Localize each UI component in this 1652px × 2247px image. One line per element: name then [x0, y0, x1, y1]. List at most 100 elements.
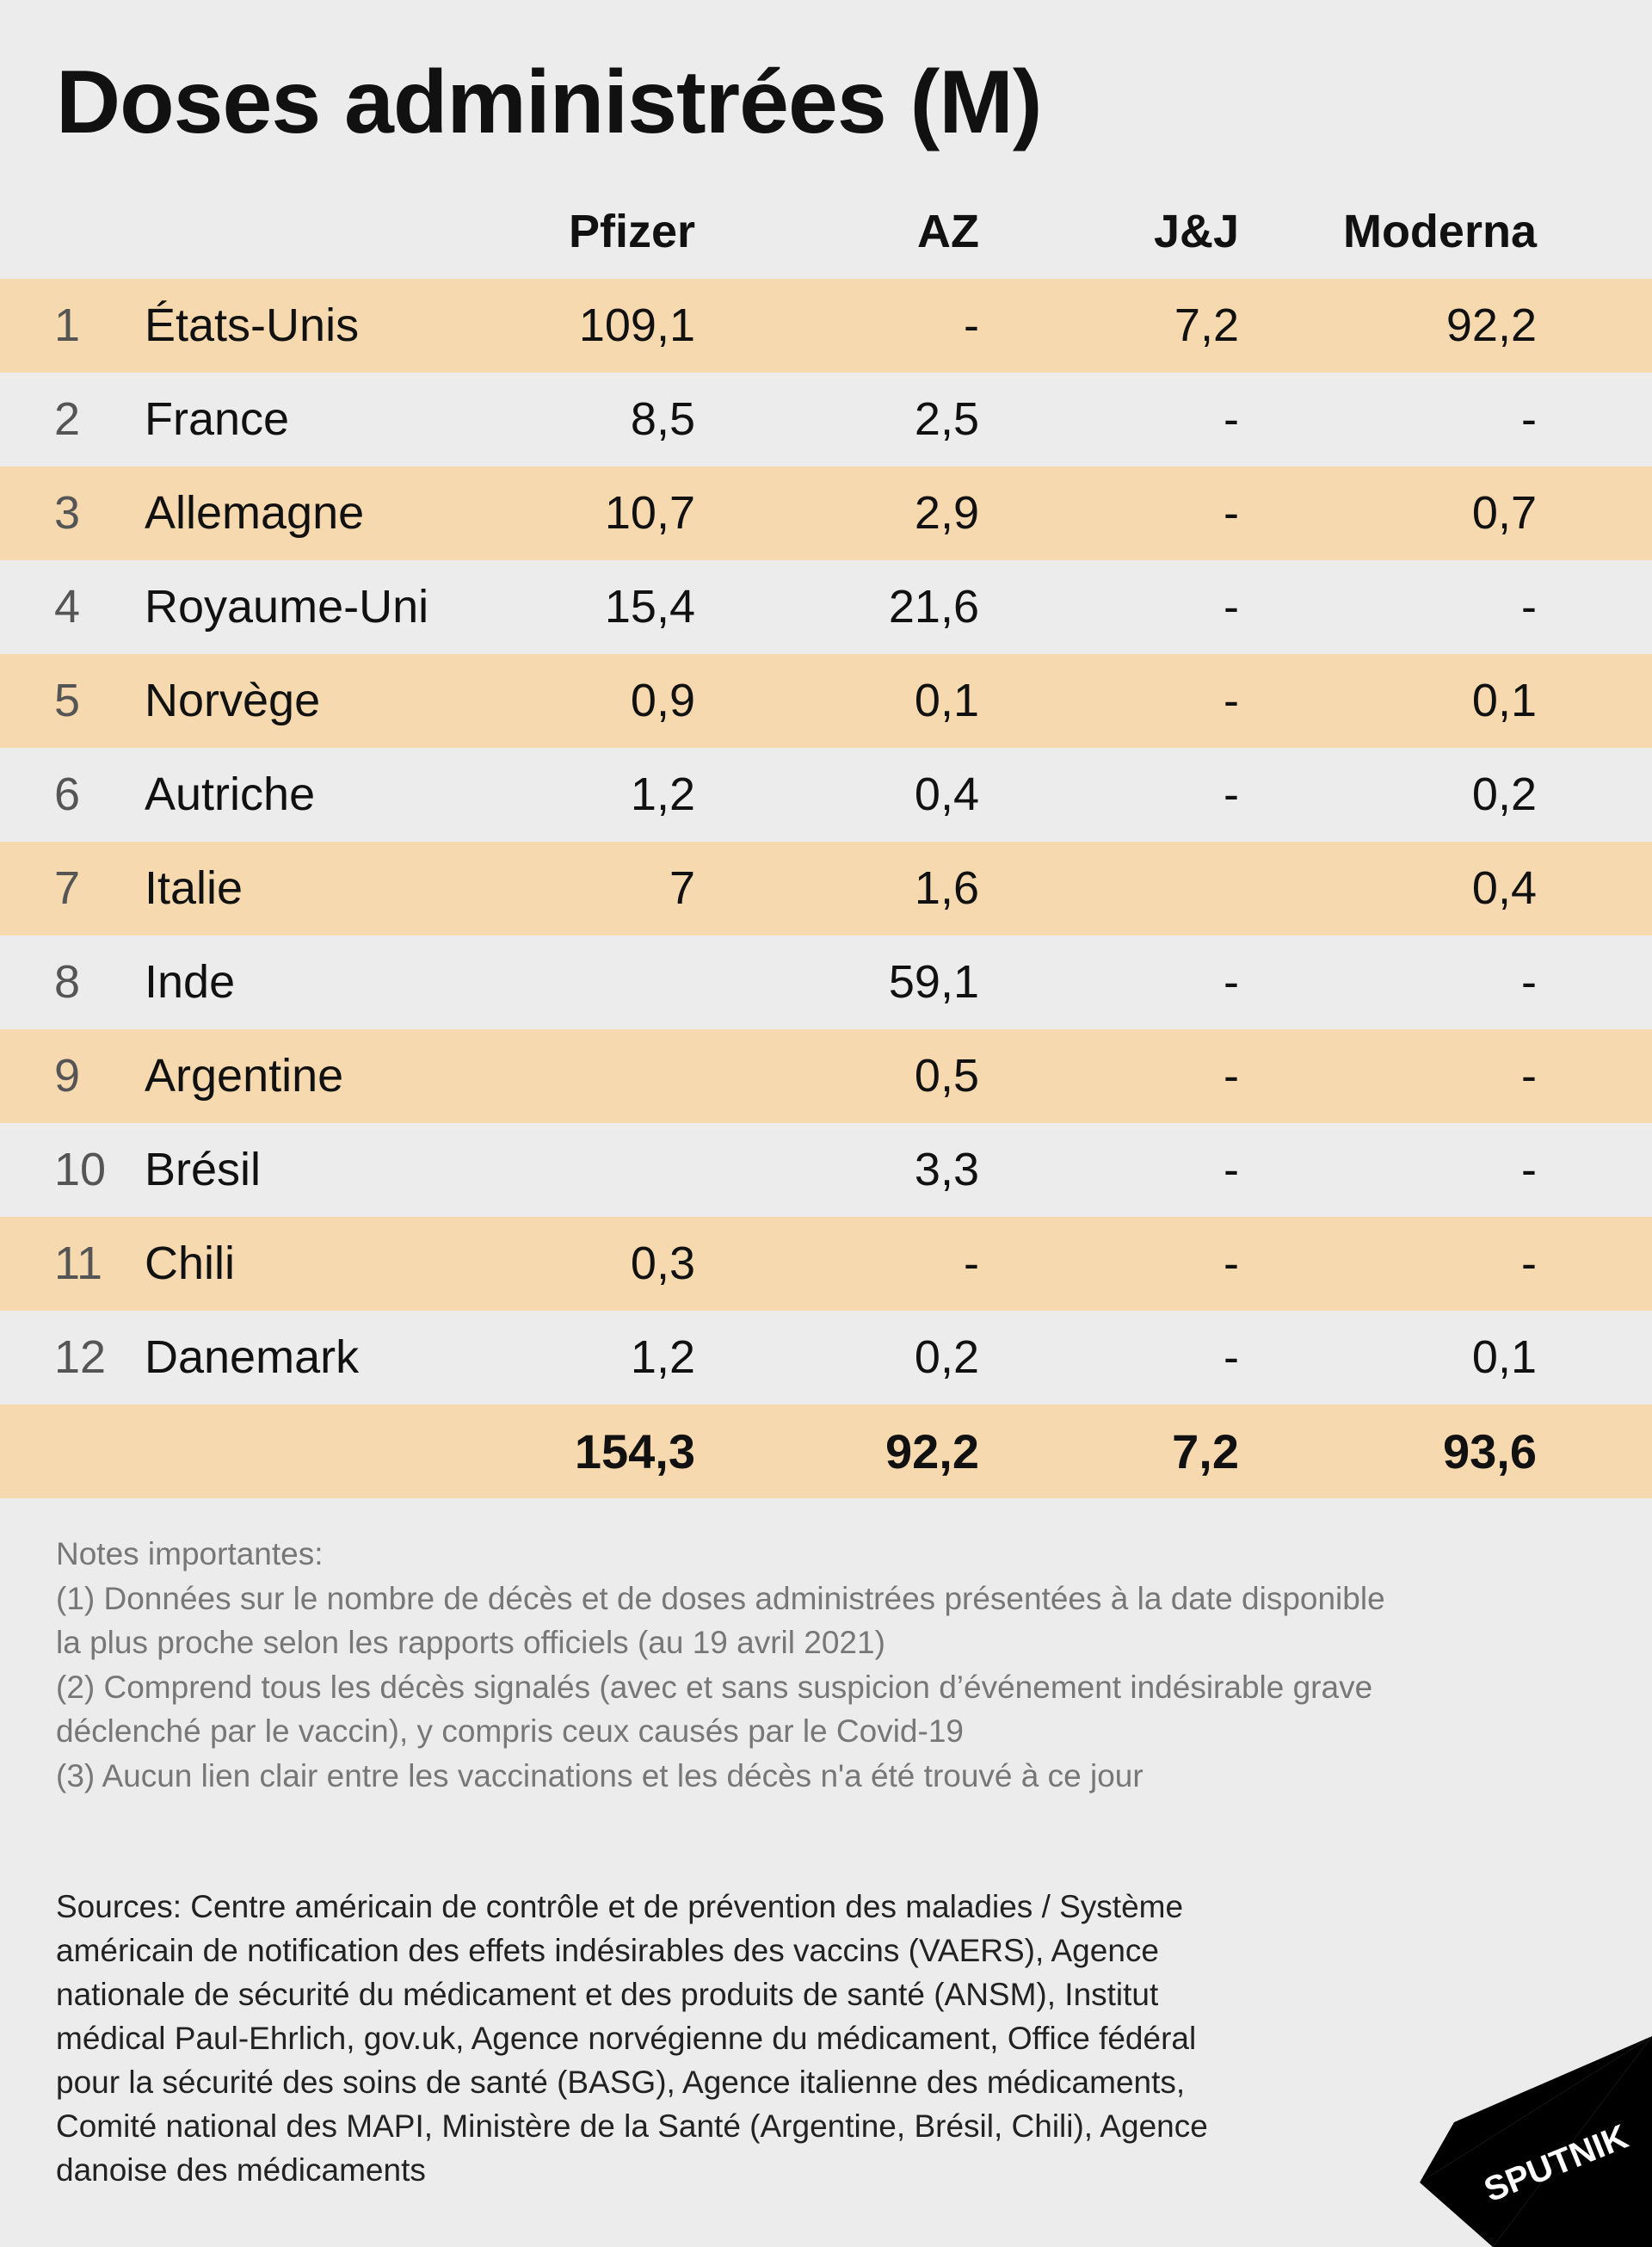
note-line: la plus proche selon les rapports offici… — [56, 1625, 885, 1660]
column-header-pfizer: Pfizer — [568, 206, 695, 257]
cell-az: - — [964, 299, 979, 351]
table-row: 4 Royaume-Uni 15,4 21,6 - - — [0, 560, 1652, 654]
cell-jj: - — [1224, 1331, 1239, 1383]
row-country: Autriche — [145, 769, 316, 820]
row-country: Argentine — [145, 1050, 344, 1102]
cell-pfizer: 10,7 — [604, 487, 695, 539]
row-country: France — [145, 393, 290, 445]
row-rank: 7 — [54, 862, 81, 914]
sources-line: médical Paul-Ehrlich, gov.uk, Agence nor… — [56, 2021, 1197, 2056]
row-rank: 1 — [54, 299, 81, 351]
table-row: 6 Autriche 1,2 0,4 - 0,2 — [0, 748, 1652, 842]
table-body: 1 États-Unis 109,1-7,2 92,2 2 France 8,5 2,5- -3… — [0, 279, 1652, 1404]
row-country: Brésil — [145, 1144, 262, 1195]
cell-moderna: 0,1 — [1471, 1331, 1537, 1383]
cell-pfizer: 7 — [669, 862, 695, 914]
cell-pfizer: 0,9 — [630, 675, 695, 726]
cell-pfizer: 1,2 — [630, 1331, 695, 1383]
note-line: (1) Données sur le nombre de décès et de… — [56, 1580, 1385, 1616]
cell-moderna: - — [1521, 956, 1537, 1008]
sources-line: Sources: Centre américain de contrôle et… — [56, 1889, 1184, 1924]
cell-az: 1,6 — [914, 862, 979, 914]
row-country: Allemagne — [145, 487, 365, 539]
row-rank: 9 — [54, 1050, 81, 1102]
cell-az: 0,4 — [914, 769, 979, 820]
row-country: États-Unis — [145, 299, 360, 351]
cell-moderna: - — [1521, 581, 1537, 633]
row-country: Inde — [145, 956, 236, 1008]
total-pfizer: 154,3 — [574, 1424, 695, 1478]
note-line: déclenché par le vaccin), y compris ceux… — [56, 1713, 964, 1749]
cell-moderna: 0,7 — [1471, 487, 1537, 539]
column-header-moderna: Moderna — [1342, 206, 1537, 257]
table-row: 8 Inde 59,1 - - — [0, 935, 1652, 1029]
cell-jj: - — [1224, 956, 1239, 1008]
row-country: Norvège — [145, 675, 321, 726]
table-row: 2 France 8,5 2,5 - - — [0, 373, 1652, 466]
row-rank: 12 — [54, 1331, 107, 1383]
table-row: 11 Chili 0,3 - - - — [0, 1217, 1652, 1311]
cell-jj: - — [1224, 1144, 1239, 1195]
table-row: 1 États-Unis 109,1 - 7,2 92,2 — [0, 279, 1652, 373]
notes-heading: Notes importantes: — [56, 1536, 324, 1571]
table-header-row: Pfizer AZ J&J Moderna — [0, 185, 1652, 279]
row-rank: 8 — [54, 956, 81, 1008]
row-rank: 5 — [54, 675, 81, 726]
cell-moderna: - — [1521, 1144, 1537, 1195]
note-line: (3) Aucun lien clair entre les vaccinati… — [56, 1757, 1143, 1793]
cell-az: 0,1 — [914, 675, 979, 726]
sources-line: pour la sécurité des soins de santé (BAS… — [56, 2065, 1186, 2100]
cell-moderna: 0,2 — [1471, 769, 1537, 820]
sources-line: nationale de sécurité du médicament et d… — [56, 1977, 1159, 2012]
table-row: 5 Norvège 0,9 0,1 - 0,1 — [0, 654, 1652, 748]
cell-pfizer: 15,4 — [604, 581, 695, 633]
cell-pfizer: 8,5 — [630, 393, 695, 445]
table-row: 3 Allemagne 10,7 2,9 - 0,7 — [0, 466, 1652, 560]
row-rank: 4 — [54, 581, 81, 633]
page-title: Doses administrées (M) — [56, 52, 1042, 152]
cell-moderna: 0,1 — [1471, 675, 1537, 726]
note-line: (2) Comprend tous les décès signalés (av… — [56, 1669, 1373, 1705]
table-row: 12 Danemark 1,2 0,2 - 0,1 — [0, 1311, 1652, 1404]
cell-jj: - — [1224, 675, 1239, 726]
row-rank: 10 — [54, 1144, 107, 1195]
sources-section: Sources: Centre américain de contrôle et… — [56, 1885, 1347, 2192]
cell-az: 2,9 — [914, 487, 979, 539]
cell-az: 59,1 — [888, 956, 979, 1008]
cell-az: 3,3 — [914, 1144, 979, 1195]
cell-jj: - — [1224, 581, 1239, 633]
doses-table: Pfizer AZ J&J Moderna 1 États-Unis 109,1 - 7… — [0, 185, 1652, 1498]
totals-row: 154,3 92,2 7,2 93,6 — [0, 1404, 1652, 1498]
column-header-jj: J&J — [1153, 206, 1239, 257]
row-country: Danemark — [145, 1331, 360, 1383]
cell-moderna: - — [1521, 393, 1537, 445]
table-row: 10 Brésil 3,3 - - — [0, 1123, 1652, 1217]
cell-pfizer: 109,1 — [578, 299, 695, 351]
row-country: Italie — [145, 862, 243, 914]
cell-moderna: 92,2 — [1446, 299, 1537, 351]
cell-az: - — [964, 1238, 979, 1289]
cell-pfizer: 1,2 — [630, 769, 695, 820]
total-az: 92,2 — [885, 1424, 979, 1478]
total-moderna: 93,6 — [1443, 1424, 1537, 1478]
cell-jj: - — [1224, 487, 1239, 539]
cell-az: 21,6 — [888, 581, 979, 633]
column-header-az: AZ — [917, 206, 979, 257]
cell-az: 0,2 — [914, 1331, 979, 1383]
total-jj: 7,2 — [1172, 1424, 1239, 1478]
cell-jj: - — [1224, 393, 1239, 445]
row-rank: 2 — [54, 393, 81, 445]
cell-moderna: - — [1521, 1050, 1537, 1102]
notes-section: Notes importantes: (1) Données sur le no… — [56, 1532, 1519, 1798]
cell-az: 2,5 — [914, 393, 979, 445]
cell-moderna: 0,4 — [1471, 862, 1537, 914]
cell-jj: - — [1224, 1050, 1239, 1102]
row-rank: 6 — [54, 769, 81, 820]
table-row: 9 Argentine 0,5 - - — [0, 1029, 1652, 1123]
row-country: Royaume-Uni — [145, 581, 429, 633]
cell-az: 0,5 — [914, 1050, 979, 1102]
row-country: Chili — [145, 1238, 236, 1289]
cell-moderna: - — [1521, 1238, 1537, 1289]
cell-jj: - — [1224, 769, 1239, 820]
sputnik-logo-icon: SPUTNIK — [1420, 2036, 1652, 2247]
